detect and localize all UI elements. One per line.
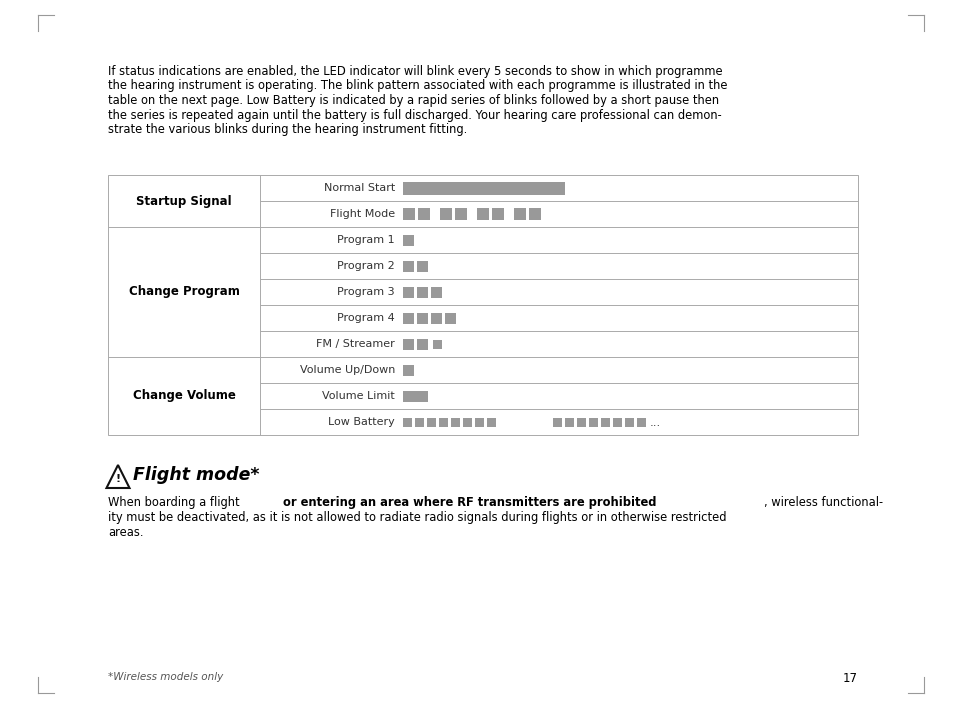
Bar [445,312,456,324]
Text: 17: 17 [842,672,857,685]
Bar [403,338,413,350]
Bar [513,208,526,220]
Bar [427,418,435,426]
Bar [451,418,459,426]
Text: Change Program: Change Program [129,285,239,299]
Bar [418,208,430,220]
Bar [588,418,598,426]
Text: Startup Signal: Startup Signal [136,195,232,207]
Text: When boarding a flight: When boarding a flight [108,496,243,509]
Bar [403,234,413,246]
Bar [455,208,466,220]
Text: Program 2: Program 2 [337,261,395,271]
Bar [601,418,609,426]
Bar [438,418,448,426]
Bar [416,312,428,324]
Text: *Wireless models only: *Wireless models only [108,672,223,682]
Bar [431,287,441,297]
Bar [475,418,483,426]
Bar [636,418,646,426]
Text: strate the various blinks during the hearing instrument fitting.: strate the various blinks during the hea… [108,123,467,136]
Bar [553,418,561,426]
Text: Program 4: Program 4 [337,313,395,323]
Text: areas.: areas. [108,526,143,539]
Text: Program 3: Program 3 [337,287,395,297]
Bar [431,312,441,324]
Text: or entering an area where RF transmitters are prohibited: or entering an area where RF transmitter… [283,496,655,509]
Text: Normal Start: Normal Start [324,183,395,193]
Text: Volume Up/Down: Volume Up/Down [299,365,395,375]
Bar [416,287,428,297]
Text: Flight Mode: Flight Mode [330,209,395,219]
Bar [403,418,411,426]
Text: the series is repeated again until the battery is full discharged. Your hearing : the series is repeated again until the b… [108,108,721,122]
Text: Program 1: Program 1 [337,235,395,245]
Bar [403,287,413,297]
Text: ...: ... [650,416,660,430]
Text: Low Battery: Low Battery [328,417,395,427]
Text: If status indications are enabled, the LED indicator will blink every 5 seconds : If status indications are enabled, the L… [108,65,722,78]
Text: FM / Streamer: FM / Streamer [316,339,395,349]
Text: table on the next page. Low Battery is indicated by a rapid series of blinks fol: table on the next page. Low Battery is i… [108,94,719,107]
Text: Flight mode*: Flight mode* [134,466,259,484]
Bar [462,418,472,426]
Text: the hearing instrument is operating. The blink pattern associated with each prog: the hearing instrument is operating. The… [108,79,727,93]
Bar [577,418,585,426]
Text: Volume Limit: Volume Limit [322,391,395,401]
Bar [403,208,414,220]
Bar [403,261,413,271]
Bar [625,418,633,426]
Bar [416,261,428,271]
Bar [403,312,413,324]
Bar [403,181,564,195]
Bar [477,208,488,220]
Bar [403,365,413,375]
Bar [439,208,452,220]
Bar [403,391,428,401]
Bar [108,175,857,435]
Bar [564,418,574,426]
Bar [414,418,424,426]
Bar [491,208,504,220]
Text: ity must be deactivated, as it is not allowed to radiate radio signals during fl: ity must be deactivated, as it is not al… [108,511,726,524]
Text: Change Volume: Change Volume [133,389,235,403]
Text: !: ! [115,474,120,484]
Bar [416,338,428,350]
Bar [486,418,496,426]
Bar [529,208,540,220]
Text: , wireless functional-: , wireless functional- [764,496,882,509]
Bar [432,340,441,348]
Bar [612,418,622,426]
